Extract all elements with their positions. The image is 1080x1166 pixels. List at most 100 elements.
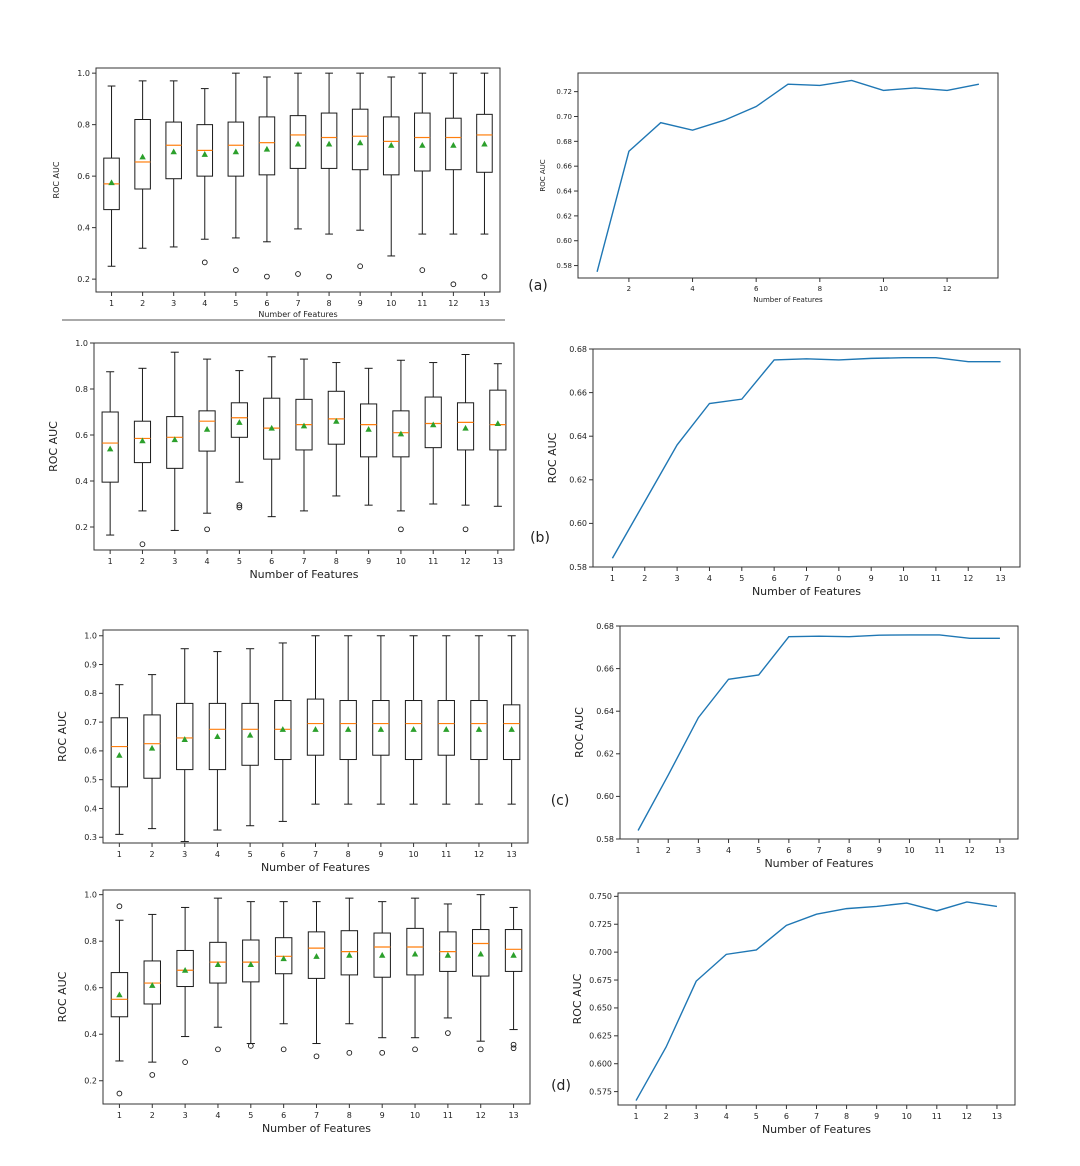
series-line: [637, 634, 1000, 831]
y-tick-label: 0.66: [556, 163, 572, 171]
box-9: [351, 72, 369, 270]
y-tick-label: 0.66: [569, 388, 587, 397]
x-tick-label: 10: [904, 846, 914, 855]
iqr-box: [502, 704, 521, 761]
outlier-point: [201, 259, 208, 266]
y-axis-label: ROC AUC: [546, 432, 559, 483]
x-axis-label: Number of Features: [764, 857, 873, 870]
iqr-box: [424, 396, 442, 449]
x-tick-label: 3: [171, 299, 176, 308]
y-tick-label: 0.62: [596, 750, 614, 759]
x-tick-label: 11: [417, 299, 427, 308]
x-tick-label: 12: [460, 557, 470, 566]
x-axis-label: Number of Features: [249, 568, 358, 581]
x-tick-label: 8: [334, 557, 339, 566]
box-8: [340, 897, 359, 1056]
plot-frame: [617, 892, 1016, 1106]
x-tick-label: 9: [869, 574, 874, 583]
mean-marker: [462, 424, 469, 431]
outlier-point: [346, 1049, 353, 1056]
x-tick-label: 8: [327, 299, 332, 308]
box-5: [242, 901, 260, 1049]
chart-7: 0.2 0.4 0.6 0.8 1.0 Number of Features ROC AUC…: [56, 889, 531, 1135]
panel-label-d: (d): [551, 1078, 571, 1094]
iqr-box: [143, 714, 161, 779]
box-10: [406, 897, 424, 1053]
x-tick-label: 4: [202, 299, 207, 308]
outlier-point: [295, 271, 301, 277]
mean-marker: [246, 731, 254, 738]
x-tick-label: 7: [314, 1111, 319, 1120]
x-tick-label: 7: [295, 299, 300, 308]
iqr-box: [392, 410, 410, 458]
x-tick-label: 3: [182, 850, 187, 859]
x-tick-label: 4: [205, 557, 210, 566]
outlier-point: [445, 1030, 451, 1036]
x-tick-label: 13: [508, 1111, 518, 1120]
mean-marker: [411, 950, 419, 957]
x-tick-label: 2: [627, 285, 631, 293]
mean-marker: [450, 142, 457, 148]
x-tick-label: 1: [108, 557, 113, 566]
box-12: [445, 72, 462, 288]
y-tick-label: 0.3: [84, 833, 97, 842]
iqr-box: [504, 929, 523, 972]
y-tick-label: 0.650: [589, 1004, 612, 1013]
iqr-box: [489, 389, 507, 451]
mean-marker: [171, 436, 178, 443]
series-line: [635, 901, 998, 1101]
box-2: [143, 913, 161, 1078]
box-6: [258, 76, 276, 280]
x-tick-label: 13: [507, 850, 517, 859]
x-tick-label: 2: [150, 1111, 155, 1120]
x-tick-label: 13: [493, 557, 503, 566]
x-tick-label: 6: [754, 285, 759, 293]
y-tick-label: 0.68: [556, 138, 572, 146]
box-4: [208, 651, 227, 831]
outlier-point: [149, 1072, 156, 1078]
plot-frame: [577, 72, 999, 279]
y-tick-label: 0.62: [556, 212, 572, 220]
mean-marker: [148, 744, 156, 751]
x-tick-label: 9: [874, 1112, 879, 1121]
x-tick-label: 3: [696, 846, 701, 855]
mean-marker: [481, 140, 488, 147]
y-tick-label: 0.600: [589, 1060, 612, 1069]
iqr-box: [382, 116, 400, 176]
outlier-point: [510, 1045, 517, 1052]
mean-marker: [263, 145, 271, 152]
iqr-box: [166, 416, 184, 469]
x-tick-label: 5: [248, 850, 253, 859]
y-axis-label: ROC AUC: [52, 161, 61, 198]
outlier-point: [204, 526, 210, 533]
iqr-box: [289, 115, 307, 169]
y-tick-label: 0.575: [589, 1087, 612, 1096]
outlier-point: [182, 1059, 188, 1065]
mean-marker: [181, 967, 189, 973]
mean-marker: [494, 420, 502, 427]
x-tick-label: 10: [386, 299, 396, 308]
mean-marker: [344, 726, 352, 732]
x-tick-label: 7: [301, 557, 306, 566]
mean-marker: [312, 726, 319, 732]
mean-marker: [280, 955, 287, 962]
outlier-point: [379, 1049, 386, 1056]
box-11: [414, 72, 431, 273]
outlier-point: [247, 1042, 254, 1049]
plot-frame: [619, 625, 1019, 840]
box-5: [227, 72, 245, 273]
box-5: [241, 648, 259, 827]
y-tick-label: 0.8: [77, 120, 90, 129]
iqr-box: [227, 121, 245, 177]
x-tick-label: 12: [962, 1112, 972, 1121]
charts-layer: 0.2 0.4 0.6 0.8 1.0 Number of Features ROC AUC…: [47, 67, 1021, 1136]
iqr-box: [339, 700, 357, 761]
y-tick-label: 0.2: [75, 523, 88, 532]
x-tick-label: 11: [935, 846, 945, 855]
y-tick-label: 0.2: [77, 275, 90, 284]
x-tick-label: 11: [932, 1112, 942, 1121]
iqr-box: [230, 402, 248, 438]
x-axis-label: Number of Features: [752, 585, 861, 598]
mean-marker: [139, 153, 146, 160]
outlier-point: [215, 1046, 221, 1053]
